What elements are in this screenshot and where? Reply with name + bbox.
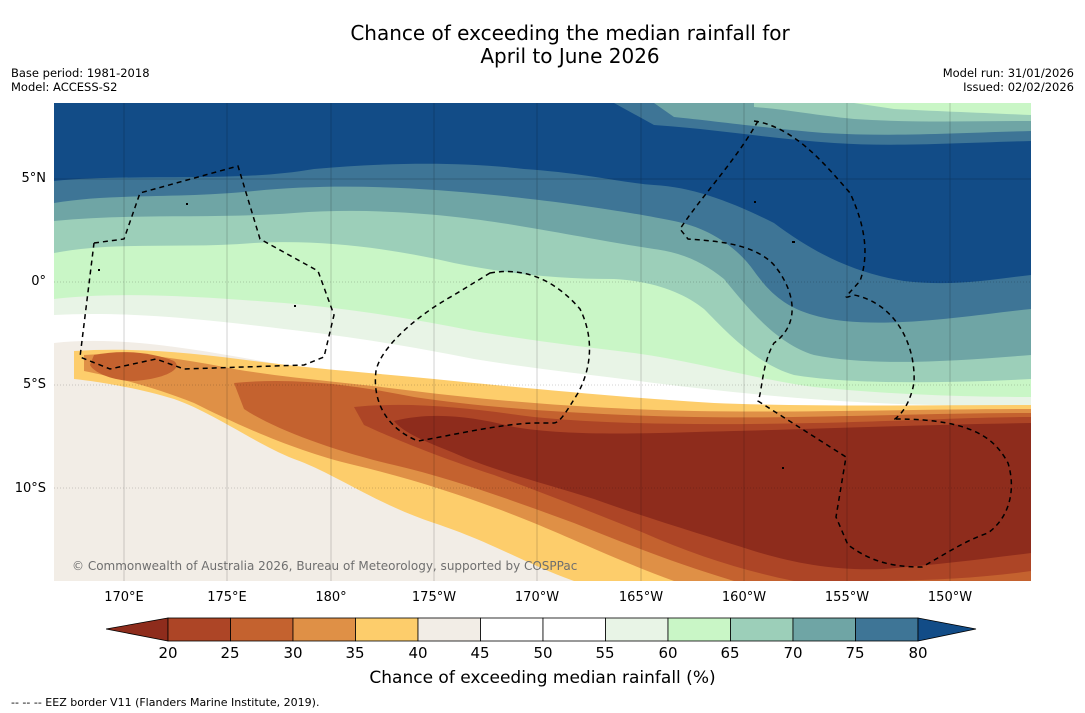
colorbar-tick-80: 80 xyxy=(908,644,928,662)
colorbar-tick-55: 55 xyxy=(595,644,615,662)
issued-date: Issued: 02/02/2026 xyxy=(963,80,1074,94)
lon-label-160W: 160°W xyxy=(721,590,767,605)
colorbar-tick-60: 60 xyxy=(658,644,678,662)
colorbar-tick-45: 45 xyxy=(470,644,490,662)
colorbar-tick-25: 25 xyxy=(220,644,240,662)
colorbar xyxy=(106,617,977,642)
colorbar-segment-55-60 xyxy=(605,617,669,642)
colorbar-segment-40-45 xyxy=(417,617,481,642)
lon-label-175W: 175°W xyxy=(411,590,457,605)
rainfall-map: © Commonwealth of Australia 2026, Bureau… xyxy=(54,103,1031,581)
island xyxy=(782,467,784,469)
colorbar-tick-40: 40 xyxy=(408,644,428,662)
meta-left: Base period: 1981-2018 Model: ACCESS-S2 xyxy=(11,66,150,94)
colorbar-tick-75: 75 xyxy=(845,644,865,662)
island xyxy=(294,305,296,307)
island xyxy=(754,201,756,203)
model-run: Model run: 31/01/2026 xyxy=(942,66,1074,80)
map-title-line1: Chance of exceeding the median rainfall … xyxy=(350,21,790,45)
colorbar-segment-75-80 xyxy=(855,617,919,642)
map-title-line2: April to June 2026 xyxy=(480,44,660,68)
lon-label-165W: 165°W xyxy=(618,590,664,605)
colorbar-label: Chance of exceeding median rainfall (%) xyxy=(369,668,716,688)
base-period: Base period: 1981-2018 xyxy=(11,66,150,80)
copyright-text: © Commonwealth of Australia 2026, Bureau… xyxy=(72,559,577,573)
eez-footnote: -- -- -- EEZ border V11 (Flanders Marine… xyxy=(11,696,320,709)
colorbar-tick-20: 20 xyxy=(158,644,178,662)
island xyxy=(98,269,100,271)
colorbar-tick-65: 65 xyxy=(720,644,740,662)
colorbar-tick-70: 70 xyxy=(783,644,803,662)
lon-label-180: 180° xyxy=(315,590,347,605)
eez-border-kiribati-line xyxy=(753,120,915,422)
lon-label-175E: 175°E xyxy=(207,590,247,605)
colorbar-segment-below20 xyxy=(106,617,169,642)
lon-label-170W: 170°W xyxy=(514,590,560,605)
lon-label-155W: 155°W xyxy=(824,590,870,605)
colorbar-segment-65-70 xyxy=(730,617,794,642)
lon-label-150W: 150°W xyxy=(927,590,973,605)
island xyxy=(792,241,795,243)
colorbar-segment-70-75 xyxy=(792,617,856,642)
colorbar-segment-35-40 xyxy=(355,617,419,642)
colorbar-segment-45-50 xyxy=(480,617,544,642)
colorbar-segment-25-30 xyxy=(230,617,294,642)
lat-label-0: 0° xyxy=(31,274,46,289)
colorbar-segment-60-65 xyxy=(667,617,731,642)
band-60-65-north xyxy=(854,103,1031,115)
colorbar-segment-30-35 xyxy=(292,617,356,642)
eez-border-line-west xyxy=(679,120,1013,568)
band-below20 xyxy=(394,415,1031,570)
meta-right: Model run: 31/01/2026 Issued: 02/02/2026 xyxy=(943,66,1074,94)
island xyxy=(186,203,188,205)
map-title: Chance of exceeding the median rainfall … xyxy=(0,22,1085,68)
lat-label-5S: 5°S xyxy=(22,377,46,392)
lat-label-5N: 5°N xyxy=(21,171,47,186)
colorbar-segment-20-25 xyxy=(167,617,231,642)
eez-border-kiribati-west xyxy=(79,165,335,370)
colorbar-tick-50: 50 xyxy=(533,644,553,662)
lon-label-170E: 170°E xyxy=(104,590,144,605)
colorbar-segment-50-55 xyxy=(542,617,606,642)
colorbar-tick-35: 35 xyxy=(345,644,365,662)
colorbar-segment-above80 xyxy=(917,617,977,642)
lat-label-10S: 10°S xyxy=(14,481,46,496)
model-name: Model: ACCESS-S2 xyxy=(11,80,118,94)
eez-border-kiribati-phoenix xyxy=(374,270,591,442)
colorbar-tick-30: 30 xyxy=(283,644,303,662)
